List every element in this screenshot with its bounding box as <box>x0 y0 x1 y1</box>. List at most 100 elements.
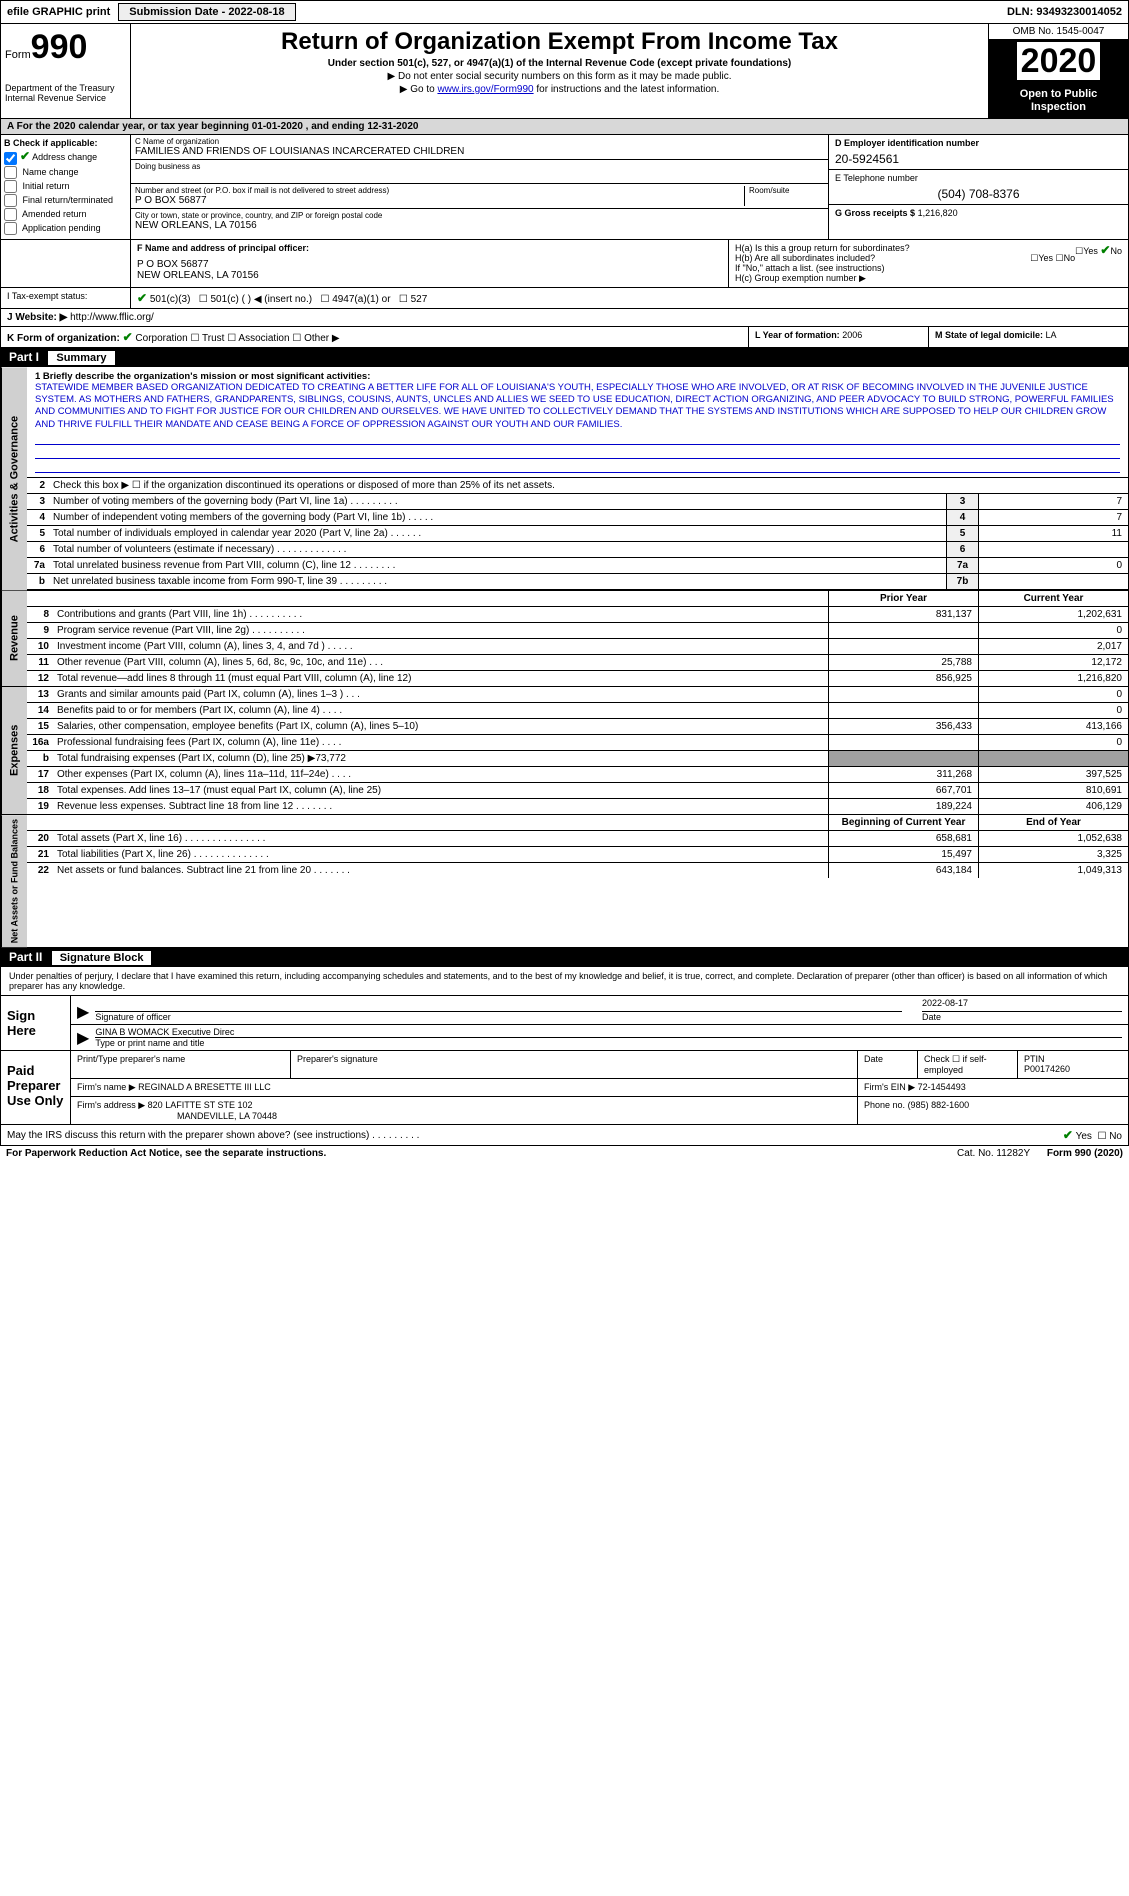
mission-row: 1 Briefly describe the organization's mi… <box>27 367 1128 478</box>
city-label: City or town, state or province, country… <box>135 211 824 220</box>
tax-exempt-row: I Tax-exempt status: ✔ 501(c)(3) ☐ 501(c… <box>0 288 1129 309</box>
blueline <box>35 461 1120 473</box>
cb-address-change[interactable]: ✔ Address change <box>4 149 127 164</box>
cb-application-input[interactable] <box>4 222 17 235</box>
signature-row: ▶ Signature of officer 2022-08-17 Date <box>71 996 1128 1025</box>
dept-irs: Internal Revenue Service <box>5 93 126 103</box>
ein-label: D Employer identification number <box>835 138 1122 148</box>
firm-name: REGINALD A BRESETTE III LLC <box>138 1082 271 1092</box>
row-box: 5 <box>946 526 978 541</box>
addr-label: Number and street (or P.O. box if mail i… <box>135 186 744 195</box>
state-domicile: LA <box>1046 330 1057 340</box>
k-l-m-row: K Form of organization: ✔ Corporation ☐ … <box>0 327 1129 348</box>
prep-sig-hdr: Preparer's signature <box>291 1051 858 1078</box>
efile-label: efile GRAPHIC print <box>1 4 116 20</box>
fin-row: 8 Contributions and grants (Part VIII, l… <box>27 607 1128 623</box>
footer-mid: Cat. No. 11282Y <box>957 1148 1030 1159</box>
fin-row: 19 Revenue less expenses. Subtract line … <box>27 799 1128 814</box>
cb-final-return[interactable]: Final return/terminated <box>4 194 127 207</box>
ptin-label: PTIN <box>1024 1054 1045 1064</box>
firm-ein: 72-1454493 <box>918 1082 966 1092</box>
row-cy: 413,166 <box>978 719 1128 734</box>
prep-firm-row: Firm's name ▶ REGINALD A BRESETTE III LL… <box>71 1079 1128 1097</box>
row-desc: Net assets or fund balances. Subtract li… <box>53 863 828 878</box>
part-2-header: Part II Signature Block <box>0 948 1129 967</box>
firm-phone: (985) 882-1600 <box>908 1100 970 1110</box>
fin-row: 17 Other expenses (Part IX, column (A), … <box>27 767 1128 783</box>
row-desc: Total assets (Part X, line 16) . . . . .… <box>53 831 828 846</box>
row-desc: Investment income (Part VIII, column (A)… <box>53 639 828 654</box>
form-subtitle: Under section 501(c), 527, or 4947(a)(1)… <box>135 58 984 69</box>
cb-initial-return-input[interactable] <box>4 180 17 193</box>
row-cy: 0 <box>978 703 1128 718</box>
fin-row: 18 Total expenses. Add lines 13–17 (must… <box>27 783 1128 799</box>
gov-row: 6 Total number of volunteers (estimate i… <box>27 542 1128 558</box>
section-l-label: L Year of formation: <box>755 330 840 340</box>
row-cy: 0 <box>978 735 1128 750</box>
row-py: 189,224 <box>828 799 978 814</box>
row-val: 7 <box>978 494 1128 509</box>
row-num: 12 <box>27 671 53 686</box>
row-cy: 2,017 <box>978 639 1128 654</box>
cb-corp: Corporation <box>135 333 187 344</box>
net-assets-section: Net Assets or Fund Balances Beginning of… <box>0 815 1129 948</box>
row-num: 6 <box>27 542 49 557</box>
cb-name-change[interactable]: Name change <box>4 166 127 179</box>
perjury-statement: Under penalties of perjury, I declare th… <box>0 967 1129 996</box>
section-b-label: B Check if applicable: <box>4 138 127 148</box>
row-num: 22 <box>27 863 53 878</box>
fin-row: 20 Total assets (Part X, line 16) . . . … <box>27 831 1128 847</box>
section-k-label: K Form of organization: <box>7 333 120 344</box>
cb-name-change-input[interactable] <box>4 166 17 179</box>
row-num: 2 <box>27 478 49 493</box>
section-m-label: M State of legal domicile: <box>935 330 1043 340</box>
prep-header-row: Print/Type preparer's name Preparer's si… <box>71 1051 1128 1079</box>
row-box: 3 <box>946 494 978 509</box>
form-number: Form990 <box>5 28 126 67</box>
cb-address-change-input[interactable] <box>4 152 17 165</box>
ha-label: H(a) Is this a group return for subordin… <box>735 243 910 253</box>
cb-application[interactable]: Application pending <box>4 222 127 235</box>
firm-addr-label: Firm's address ▶ <box>77 1100 145 1110</box>
cb-initial-return[interactable]: Initial return <box>4 180 127 193</box>
row-desc: Total number of volunteers (estimate if … <box>49 542 946 557</box>
firm-addr1: 820 LAFITTE ST STE 102 <box>148 1100 253 1110</box>
arrow-icon: ▶ <box>77 1028 89 1048</box>
col-prior-year: Prior Year <box>828 591 978 606</box>
firm-ein-label: Firm's EIN ▶ <box>864 1082 915 1092</box>
row-num: 5 <box>27 526 49 541</box>
date-label: Date <box>922 1012 1122 1022</box>
row-desc: Revenue less expenses. Subtract line 18 … <box>53 799 828 814</box>
year-formation: 2006 <box>842 330 862 340</box>
ptin-value: P00174260 <box>1024 1064 1070 1074</box>
open1: Open to Public <box>993 88 1124 101</box>
cb-final-return-input[interactable] <box>4 194 17 207</box>
vtab-governance: Activities & Governance <box>1 367 27 590</box>
addr-value: P O BOX 56877 <box>135 195 744 206</box>
part1-label: Part I <box>9 350 39 364</box>
form-header-mid: Return of Organization Exempt From Incom… <box>131 24 988 118</box>
gov-row: 3 Number of voting members of the govern… <box>27 494 1128 510</box>
tax-exempt-label: I Tax-exempt status: <box>1 288 131 308</box>
mission-label: 1 Briefly describe the organization's mi… <box>35 371 1120 382</box>
section-f-label: F Name and address of principal officer: <box>137 243 722 253</box>
row-num: 16a <box>27 735 53 750</box>
mission-text: STATEWIDE MEMBER BASED ORGANIZATION DEDI… <box>35 382 1120 431</box>
cb-amended-input[interactable] <box>4 208 17 221</box>
col-end-year: End of Year <box>978 815 1128 830</box>
cb-4947: 4947(a)(1) or <box>332 294 390 305</box>
discuss-row: May the IRS discuss this return with the… <box>0 1125 1129 1146</box>
h-c: H(c) Group exemption number ▶ <box>735 273 1122 284</box>
vtab-net-assets: Net Assets or Fund Balances <box>1 815 27 947</box>
fin-row: 12 Total revenue—add lines 8 through 11 … <box>27 671 1128 686</box>
footer-row: For Paperwork Reduction Act Notice, see … <box>0 1146 1129 1161</box>
submission-date-button[interactable]: Submission Date - 2022-08-18 <box>118 3 295 21</box>
cb-amended[interactable]: Amended return <box>4 208 127 221</box>
vtab-revenue: Revenue <box>1 591 27 686</box>
tax-period-row: A For the 2020 calendar year, or tax yea… <box>0 119 1129 135</box>
row-py: 311,268 <box>828 767 978 782</box>
irs-link[interactable]: www.irs.gov/Form990 <box>437 84 533 95</box>
signature-label: Signature of officer <box>95 1012 902 1022</box>
sections-d-e-g: D Employer identification number 20-5924… <box>828 135 1128 238</box>
form-990: 990 <box>31 28 88 66</box>
